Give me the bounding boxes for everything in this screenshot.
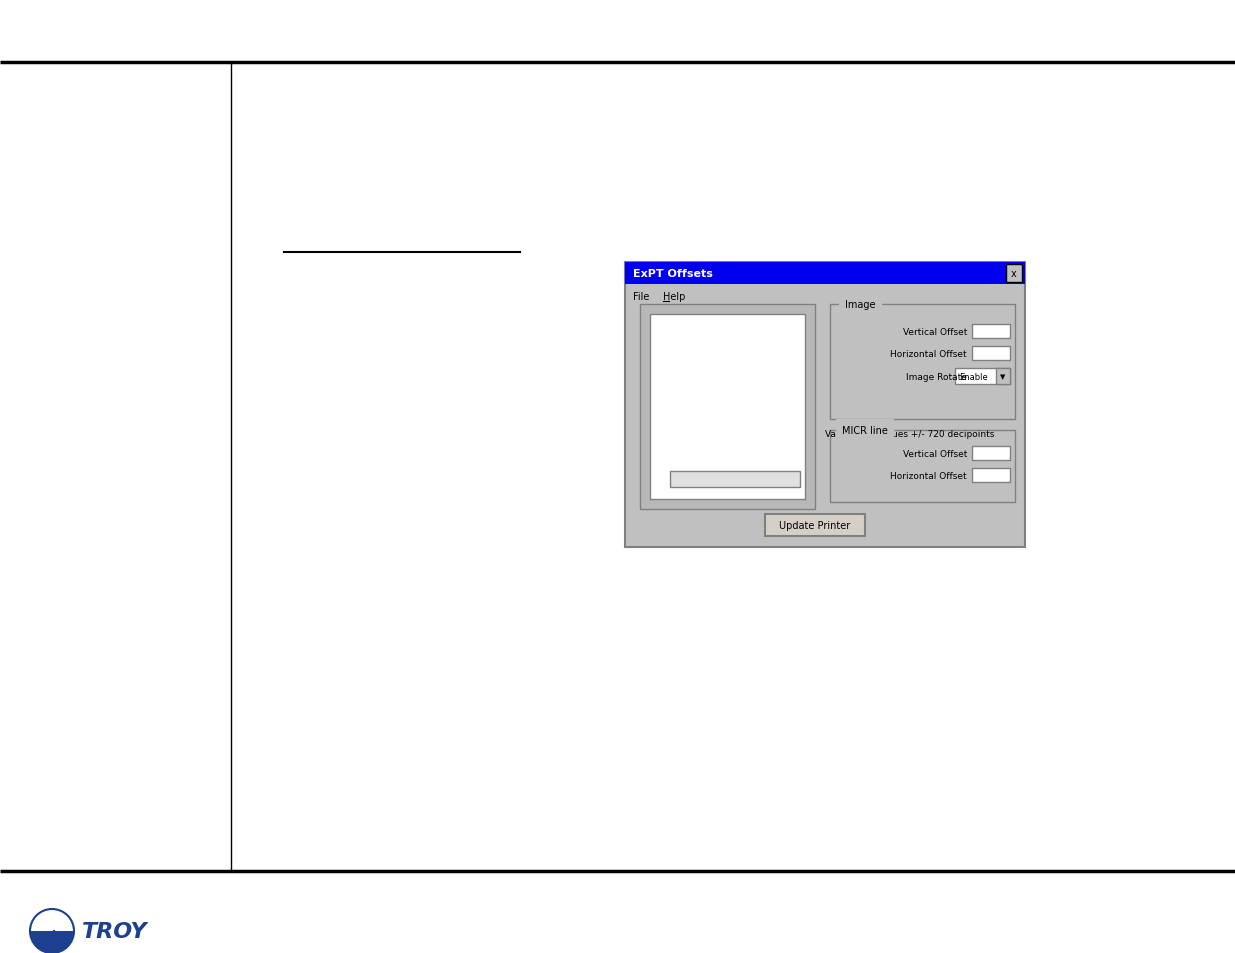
Bar: [1007, 265, 1023, 283]
Text: Image Rotate: Image Rotate: [906, 372, 967, 381]
Bar: [830, 431, 1015, 502]
Bar: [972, 447, 1010, 460]
Text: Help: Help: [663, 292, 685, 302]
Text: Horizontal Offset: Horizontal Offset: [890, 349, 967, 358]
Text: Vertical Offset: Vertical Offset: [903, 327, 967, 336]
Text: Valid offset values +/- 720 decipoints: Valid offset values +/- 720 decipoints: [825, 430, 994, 438]
Text: Update Printer: Update Printer: [779, 520, 851, 531]
Wedge shape: [30, 931, 74, 953]
Text: Enable: Enable: [960, 372, 988, 381]
Bar: [995, 369, 1010, 385]
Circle shape: [30, 909, 74, 953]
Bar: [650, 314, 805, 499]
Bar: [671, 472, 800, 488]
Text: File: File: [634, 292, 650, 302]
Text: TROY: TROY: [82, 921, 148, 941]
Bar: [625, 263, 1025, 285]
Text: x: x: [1011, 269, 1016, 278]
Text: MICR line: MICR line: [842, 426, 888, 436]
Text: Vertical Offset: Vertical Offset: [903, 449, 967, 458]
Bar: [764, 515, 864, 537]
Text: Image: Image: [845, 299, 876, 310]
Bar: [955, 369, 1010, 385]
Text: ▼: ▼: [1000, 374, 1005, 379]
Bar: [640, 305, 815, 510]
Bar: [972, 347, 1010, 360]
Bar: [972, 469, 1010, 482]
Bar: [625, 263, 1025, 547]
Bar: [972, 325, 1010, 338]
Text: Horizontal Offset: Horizontal Offset: [890, 471, 967, 480]
Bar: [830, 305, 1015, 419]
Text: ExPT Offsets: ExPT Offsets: [634, 269, 713, 278]
